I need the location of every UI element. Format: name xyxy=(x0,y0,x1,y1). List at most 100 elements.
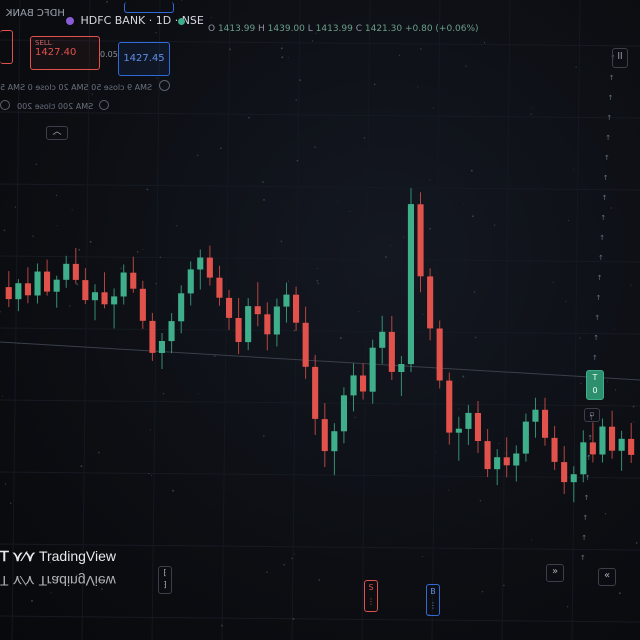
candle-body[interactable] xyxy=(580,442,587,475)
candle-body[interactable] xyxy=(101,292,108,305)
candle-body[interactable] xyxy=(63,263,70,280)
candle-body[interactable] xyxy=(561,462,568,483)
candle-body[interactable] xyxy=(235,318,242,342)
candle-body[interactable] xyxy=(264,314,271,335)
candle-body[interactable] xyxy=(321,419,328,452)
background-dot xyxy=(281,56,284,59)
candle-body[interactable] xyxy=(360,375,367,392)
candle-body[interactable] xyxy=(187,269,194,294)
background-dot xyxy=(604,513,607,515)
candle-body[interactable] xyxy=(302,322,309,367)
candle-body[interactable] xyxy=(293,294,300,323)
sell-button[interactable]: SELL 1427.40 xyxy=(30,36,100,70)
candle-body[interactable] xyxy=(5,287,12,300)
candle-body[interactable] xyxy=(618,438,625,451)
candle-body[interactable] xyxy=(542,409,549,438)
candle-body[interactable] xyxy=(446,380,453,433)
pause-button[interactable]: ll xyxy=(612,48,628,68)
candle-body[interactable] xyxy=(513,453,520,466)
axis-marker-icon: ↑ xyxy=(602,194,608,202)
eye-icon[interactable] xyxy=(158,80,170,91)
candle-body[interactable] xyxy=(570,474,577,483)
axis-marker-icon: ↑ xyxy=(596,294,602,302)
pause-icon: ll xyxy=(617,52,623,62)
background-dot xyxy=(505,452,507,454)
candle-body[interactable] xyxy=(158,341,165,353)
candle-body[interactable] xyxy=(283,294,290,307)
candle-body[interactable] xyxy=(427,276,434,329)
candle-body[interactable] xyxy=(273,306,280,335)
sell-order-marker[interactable]: S ⋮ xyxy=(364,580,378,612)
candle-body[interactable] xyxy=(455,428,462,433)
indicator-row-1[interactable]: SMA 9 close 50 SMA 20 close 0 SMA 5 xyxy=(0,80,170,92)
symbol-title[interactable]: HDFC BANK · 1D · NSE xyxy=(66,14,204,27)
candle-body[interactable] xyxy=(350,375,357,396)
candle-body[interactable] xyxy=(436,328,443,381)
candle-body[interactable] xyxy=(484,441,491,470)
candle-body[interactable] xyxy=(206,257,213,278)
background-dot xyxy=(71,209,73,211)
candle-body[interactable] xyxy=(551,437,558,462)
candle-body[interactable] xyxy=(72,263,79,280)
candle-body[interactable] xyxy=(91,292,98,301)
scroll-back-button[interactable]: « xyxy=(598,568,616,586)
candle-body[interactable] xyxy=(53,279,60,292)
candle-body[interactable] xyxy=(312,366,319,419)
candle-body[interactable] xyxy=(599,426,606,455)
eye-icon[interactable] xyxy=(99,100,110,110)
buy-price: 1427.45 xyxy=(123,53,165,64)
axis-marker-icon: ↑ xyxy=(588,414,594,422)
candle-body[interactable] xyxy=(168,321,175,342)
timeline-marker-button[interactable]: ⁅ ⁆ xyxy=(158,566,172,594)
candle-body[interactable] xyxy=(44,271,51,292)
candle-body[interactable] xyxy=(197,257,204,270)
candle-body[interactable] xyxy=(254,306,261,315)
candle-body[interactable] xyxy=(474,413,481,441)
axis-marker-icon: ↑ xyxy=(605,134,611,142)
candle-body[interactable] xyxy=(34,271,41,296)
background-dot xyxy=(417,86,419,88)
candle-body[interactable] xyxy=(407,204,414,365)
candle-body[interactable] xyxy=(388,331,395,372)
candle-body[interactable] xyxy=(522,421,529,454)
candle-body[interactable] xyxy=(111,296,118,305)
candle-body[interactable] xyxy=(15,283,22,300)
buy-marker-icon: B ⋮ xyxy=(429,587,437,610)
eye-icon[interactable] xyxy=(0,100,10,110)
candle-body[interactable] xyxy=(340,395,347,432)
candle-body[interactable] xyxy=(465,412,472,429)
candle-body[interactable] xyxy=(494,457,501,470)
candle-body[interactable] xyxy=(379,331,386,348)
background-dot xyxy=(613,328,615,330)
candle-body[interactable] xyxy=(331,431,338,452)
candle-body[interactable] xyxy=(398,364,405,372)
candle-body[interactable] xyxy=(532,409,539,422)
candle-body[interactable] xyxy=(417,204,424,277)
candle-body[interactable] xyxy=(149,320,156,353)
candle-body[interactable] xyxy=(120,272,127,297)
candle-body[interactable] xyxy=(589,442,596,455)
candle-body[interactable] xyxy=(82,280,89,301)
candle-body[interactable] xyxy=(628,438,635,455)
price-tag-button[interactable]: ▫ xyxy=(584,408,600,422)
candle-body[interactable] xyxy=(503,457,510,466)
indicator-row-2[interactable]: SMA 200 close 200 xyxy=(0,100,110,111)
candle-body[interactable] xyxy=(139,288,146,321)
buy-button[interactable]: 1427.45 xyxy=(118,42,170,76)
collapse-legend-button[interactable]: ︿ xyxy=(46,126,68,140)
candle-body[interactable] xyxy=(226,297,233,318)
background-dot xyxy=(155,283,157,285)
candle-body[interactable] xyxy=(609,426,616,451)
buy-order-marker[interactable]: B ⋮ xyxy=(426,584,440,616)
candle-body[interactable] xyxy=(369,347,376,392)
candle-body[interactable] xyxy=(24,283,31,296)
scroll-forward-button[interactable]: » xyxy=(546,564,564,582)
candle-body[interactable] xyxy=(178,293,185,322)
tag-icon: ▫ xyxy=(589,410,595,418)
candle-body[interactable] xyxy=(245,306,252,343)
background-dot xyxy=(159,256,162,259)
candle-body[interactable] xyxy=(216,277,223,298)
candle-body[interactable] xyxy=(130,272,137,289)
